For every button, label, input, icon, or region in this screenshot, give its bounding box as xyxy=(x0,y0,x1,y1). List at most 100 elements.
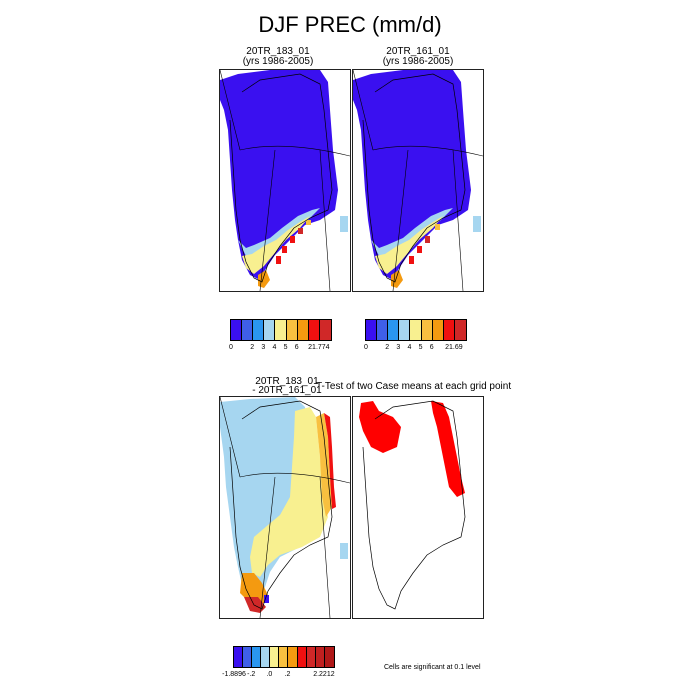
panel-2-field-yellow xyxy=(375,216,443,274)
panel-2-gridlines xyxy=(353,70,483,291)
figure-title: DJF PREC (mm/d) xyxy=(258,12,442,37)
colorbar-box xyxy=(410,320,422,340)
panel-2-coastline xyxy=(362,73,466,283)
colorbar-box xyxy=(253,320,265,340)
colorbar-tick-label: 0 xyxy=(364,344,368,351)
colorbar-tick-label: 4 xyxy=(407,344,412,351)
colorbar-box xyxy=(297,320,309,340)
panel-2-cell-red-3 xyxy=(425,236,430,243)
panel-3-subtitle: - 20TR_161_01 xyxy=(252,385,322,396)
colorbar-tick-label: 21.69 xyxy=(445,344,463,351)
panel-3-field-red xyxy=(324,413,336,509)
panel-3-field-yellow xyxy=(250,407,328,577)
colorbar-tick-label: 2 xyxy=(250,344,255,351)
colorbar-tick-label: 2 xyxy=(385,344,390,351)
panel-1-colorbar xyxy=(230,319,332,341)
colorbar-tick-label: 0 xyxy=(229,344,233,351)
panel-2-map xyxy=(352,69,484,292)
panel-2-cell-red-2 xyxy=(417,246,422,253)
panel-2-subtitle: (yrs 1986-2005) xyxy=(382,56,454,67)
colorbar-box xyxy=(319,320,331,340)
colorbar-box xyxy=(443,320,455,340)
panel-4-significant-cells-west xyxy=(359,401,401,453)
colorbar-box xyxy=(324,647,334,667)
colorbar-box xyxy=(454,320,466,340)
colorbar-box xyxy=(242,320,254,340)
colorbar-tick-label: .2 xyxy=(284,671,291,678)
panel-3-map xyxy=(219,396,351,619)
colorbar-box xyxy=(279,647,289,667)
panel-3-map-svg xyxy=(220,397,350,618)
panel-3-coastline xyxy=(229,400,333,610)
panel-3-cell-lightblue-east xyxy=(340,543,348,559)
colorbar-box xyxy=(306,647,316,667)
significance-note: Cells are significant at 0.1 level xyxy=(384,664,481,671)
panel-2-map-svg xyxy=(353,70,483,291)
panel-1-cell-orange xyxy=(306,220,311,225)
colorbar-box xyxy=(261,647,271,667)
panel-2-colorbar xyxy=(365,319,467,341)
panel-3-gridlines xyxy=(220,397,350,618)
colorbar-tick-label: 6 xyxy=(294,344,299,351)
panel-1-coastline xyxy=(229,73,333,283)
panel-2-cell-orange xyxy=(435,224,440,230)
panel-4-title: T-Test of two Case means at each grid po… xyxy=(316,381,512,392)
panel-4-coastline xyxy=(362,400,466,610)
colorbar-tick-label: 21.774 xyxy=(308,344,330,351)
panel-2-cell-blue xyxy=(473,216,481,232)
colorbar-tick-label: -1.8896 xyxy=(222,671,246,678)
panel-3-field-orange xyxy=(316,413,332,517)
colorbar-tick-label: 5 xyxy=(418,344,423,351)
colorbar-box xyxy=(308,320,320,340)
colorbar-box xyxy=(243,647,253,667)
panel-3-field-south-orange xyxy=(240,573,268,603)
panel-2-field-blue xyxy=(353,70,471,280)
colorbar-tick-label: .0 xyxy=(266,671,273,678)
panel-1-subtitle: (yrs 1986-2005) xyxy=(242,56,314,67)
panel-3-colorbar xyxy=(233,646,335,668)
panel-1-cell-red-2 xyxy=(282,246,287,253)
colorbar-box xyxy=(252,647,262,667)
colorbar-tick-label: 4 xyxy=(272,344,277,351)
colorbar-box xyxy=(297,647,307,667)
colorbar-box xyxy=(234,647,244,667)
colorbar-box xyxy=(315,647,325,667)
panel-1-cell-red-4 xyxy=(298,228,303,234)
panel-4-significant-cells-east xyxy=(431,401,465,497)
panel-4-map-svg xyxy=(359,400,466,610)
colorbar-tick-label: 3 xyxy=(261,344,266,351)
panel-1-field-blue xyxy=(220,70,338,280)
panel-2-cell-red-1 xyxy=(409,256,414,264)
panel-1-cell-red-3 xyxy=(290,236,295,243)
colorbar-box xyxy=(432,320,444,340)
panel-1-field-yellow xyxy=(242,216,310,274)
panel-3-title: 20TR_183_01 xyxy=(255,376,319,387)
panel-1-map xyxy=(219,69,351,292)
panel-1-gridlines xyxy=(220,70,350,291)
colorbar-box xyxy=(270,647,280,667)
colorbar-box xyxy=(421,320,433,340)
colorbar-box xyxy=(286,320,298,340)
colorbar-tick-label: -.2 xyxy=(247,671,256,678)
colorbar-tick-label: 6 xyxy=(429,344,434,351)
colorbar-box xyxy=(399,320,411,340)
colorbar-box xyxy=(264,320,276,340)
colorbar-tick-label: 2.2212 xyxy=(313,671,335,678)
panel-2-title: 20TR_161_01 xyxy=(386,46,450,57)
colorbar-box xyxy=(366,320,378,340)
panel-1-title: 20TR_183_01 xyxy=(246,46,310,57)
panel-1-cell-red-1 xyxy=(276,256,281,264)
panel-1-map-svg xyxy=(220,70,350,291)
colorbar-box xyxy=(377,320,389,340)
panel-4-map xyxy=(352,396,484,619)
panel-1-cell-blue xyxy=(340,216,348,232)
colorbar-box xyxy=(275,320,287,340)
panel-3-cell-blue xyxy=(264,595,269,603)
colorbar-tick-label: 3 xyxy=(396,344,401,351)
colorbar-box xyxy=(231,320,243,340)
panel-3-field-south-red xyxy=(244,597,266,613)
colorbar-tick-label: 5 xyxy=(283,344,288,351)
colorbar-box xyxy=(388,320,400,340)
colorbar-box xyxy=(288,647,298,667)
